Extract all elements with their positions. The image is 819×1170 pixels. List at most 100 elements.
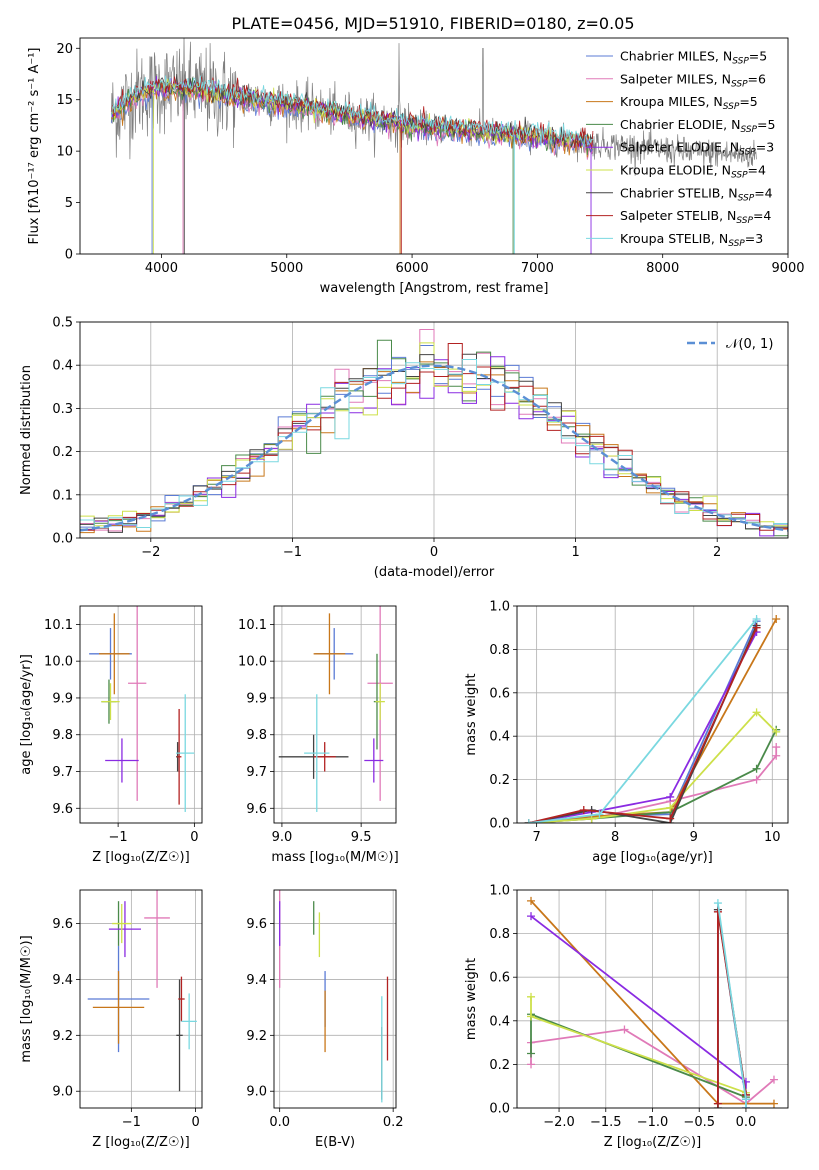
y-tick-label: 0.0 <box>489 1102 510 1117</box>
plot-area <box>527 896 778 1108</box>
panel-residuals: −2 −1 0 1 2 0.0 0.1 0.2 0.3 0.4 0.5 (data-model)/er… <box>19 316 789 580</box>
panel-age-vs-Z: −1 0 9.6 9.7 9.8 9.9 10.0 10.1 Z [log₁₀(Z/Z☉)] ag… <box>19 605 203 865</box>
y-tick-label: 9.0 <box>246 1085 267 1100</box>
legend: Chabrier MILES, NSSP=5 Salpeter MILES, NS… <box>586 49 775 249</box>
legend-entry: Kroupa ELODIE, NSSP=4 <box>620 163 766 181</box>
mass-weight-line <box>528 631 758 823</box>
panel-mw-vs-Z: −2.0 −1.5 −1.0 −0.5 0.0 0.0 0.2 0.4 0.6 0.8 1.0 Z [… <box>464 884 789 1150</box>
x-tick-label: 4000 <box>145 261 178 276</box>
mass-weight-marker <box>527 1049 536 1058</box>
y-tick-label: 9.6 <box>246 802 267 817</box>
plot-area <box>80 329 788 537</box>
x-tick-label: −0.5 <box>683 1115 715 1130</box>
panel-mw-vs-age: 7 8 9 10 0.0 0.2 0.4 0.6 0.8 1.0 age [log₁₀(age/yr… <box>464 600 789 865</box>
x-tick-label: 0 <box>191 1115 199 1130</box>
y-tick-label: 0.5 <box>52 316 73 331</box>
y-tick-label: 9.4 <box>246 973 267 988</box>
mass-weight-marker <box>752 775 761 784</box>
y-tick-label: 9.9 <box>246 691 267 706</box>
y-tick-label: 0.8 <box>489 643 510 658</box>
x-tick-label: 0.2 <box>383 1115 404 1130</box>
y-tick-label: 9.7 <box>52 765 73 780</box>
y-tick-label: 9.7 <box>246 765 267 780</box>
x-axis-label: Z [log₁₀(Z/Z☉)] <box>92 850 189 865</box>
x-tick-label: −1 <box>122 1115 141 1130</box>
mass-weight-marker <box>772 727 781 736</box>
axes-frame <box>79 37 789 255</box>
y-tick-label: 0.2 <box>489 773 510 788</box>
x-tick-label: −1.5 <box>590 1115 622 1130</box>
mass-weight-line <box>528 625 758 823</box>
legend-entry: Kroupa STELIB, NSSP=3 <box>620 231 763 249</box>
x-tick-label: 0 <box>190 830 198 845</box>
mass-weight-marker <box>620 1025 629 1034</box>
x-tick-label: 6000 <box>396 261 429 276</box>
legend-entry: Chabrier STELIB, NSSP=4 <box>620 185 773 203</box>
y-axis-label: mass weight <box>464 958 479 1040</box>
y-tick-label: 1.0 <box>489 600 510 615</box>
y-tick-label: 9.8 <box>52 728 73 743</box>
y-axis-label: age [log₁₀(age/yr)] <box>19 654 34 775</box>
x-tick-label: 9.5 <box>351 830 372 845</box>
axes-frame <box>516 605 789 824</box>
plot-area <box>89 606 195 812</box>
mass-weight-marker <box>527 1012 536 1021</box>
mass-weight-marker <box>769 1075 778 1084</box>
mass-weight-marker <box>769 1099 778 1108</box>
mass-weight-marker <box>741 1104 750 1108</box>
x-axis-label: (data-model)/error <box>374 565 495 580</box>
axes-frame <box>79 605 203 824</box>
axes-frame <box>273 605 397 824</box>
x-axis-label: wavelength [Angstrom, rest frame] <box>320 281 549 296</box>
panel-age-vs-mass: 9.0 9.5 9.6 9.7 9.8 9.9 10.0 10.1 mass [log₁₀(M/… <box>238 605 399 865</box>
y-tick-label: 0.4 <box>489 1014 510 1029</box>
legend-entry: 𝒩(0, 1) <box>726 337 773 352</box>
y-tick-label: 20 <box>56 42 73 57</box>
y-tick-label: 0.6 <box>489 971 510 986</box>
mass-weight-marker <box>752 708 761 717</box>
x-tick-label: 8 <box>611 830 619 845</box>
y-tick-label: 0.1 <box>52 488 73 503</box>
y-axis-label: Flux [fλ10⁻¹⁷ erg cm⁻² s⁻¹ A⁻¹] <box>27 48 42 245</box>
y-tick-label: 0.4 <box>489 730 510 745</box>
x-tick-label: 9.0 <box>272 830 293 845</box>
mass-weight-marker <box>772 743 781 752</box>
x-axis-label: Z [log₁₀(Z/Z☉)] <box>92 1135 189 1150</box>
y-tick-label: 9.4 <box>52 973 73 988</box>
legend-entry: Kroupa MILES, NSSP=5 <box>620 94 758 112</box>
mass-weight-marker <box>772 615 781 624</box>
x-tick-label: 0 <box>430 545 438 560</box>
y-tick-label: 10.1 <box>238 618 267 633</box>
y-axis-label: Normed distribution <box>19 365 34 495</box>
axes-frame <box>516 889 789 1109</box>
legend-entry: Salpeter STELIB, NSSP=4 <box>620 208 771 226</box>
y-tick-label: 0.2 <box>52 445 73 460</box>
x-tick-label: 1 <box>571 545 579 560</box>
legend-entry: Chabrier MILES, NSSP=5 <box>620 49 767 67</box>
y-tick-label: 0.3 <box>52 402 73 417</box>
mass-weight-marker <box>527 896 536 905</box>
mass-weight-marker <box>527 912 536 921</box>
x-tick-label: 0.0 <box>269 1115 290 1130</box>
x-axis-label: age [log₁₀(age/yr)] <box>592 850 713 865</box>
mass-weight-marker <box>752 764 761 773</box>
panel-spectrum: 4000 5000 6000 7000 8000 9000 0 5 10 15 20 waveleng… <box>27 37 805 296</box>
mass-weight-line <box>528 627 758 823</box>
x-tick-label: 5000 <box>270 261 303 276</box>
histogram-8 <box>80 359 788 529</box>
y-tick-label: 9.6 <box>52 917 73 932</box>
panel-mass-vs-ebv: 0.0 0.2 9.0 9.2 9.4 9.6 E(B-V) <box>246 889 404 1150</box>
mass-weight-line <box>528 710 777 823</box>
plot-area <box>278 606 393 812</box>
y-tick-label: 1.0 <box>489 884 510 899</box>
axes-frame <box>79 321 789 539</box>
mass-weight-marker <box>752 615 761 624</box>
spectrum-model-8 <box>110 75 594 148</box>
mass-weight-line <box>528 729 778 823</box>
figure-title: PLATE=0456, MJD=51910, FIBERID=0180, z=0… <box>231 14 634 33</box>
mass-weight-marker <box>666 792 675 801</box>
mass-weight-marker <box>666 814 675 823</box>
mass-weight-line <box>530 1012 747 1098</box>
y-tick-label: 0.8 <box>489 927 510 942</box>
